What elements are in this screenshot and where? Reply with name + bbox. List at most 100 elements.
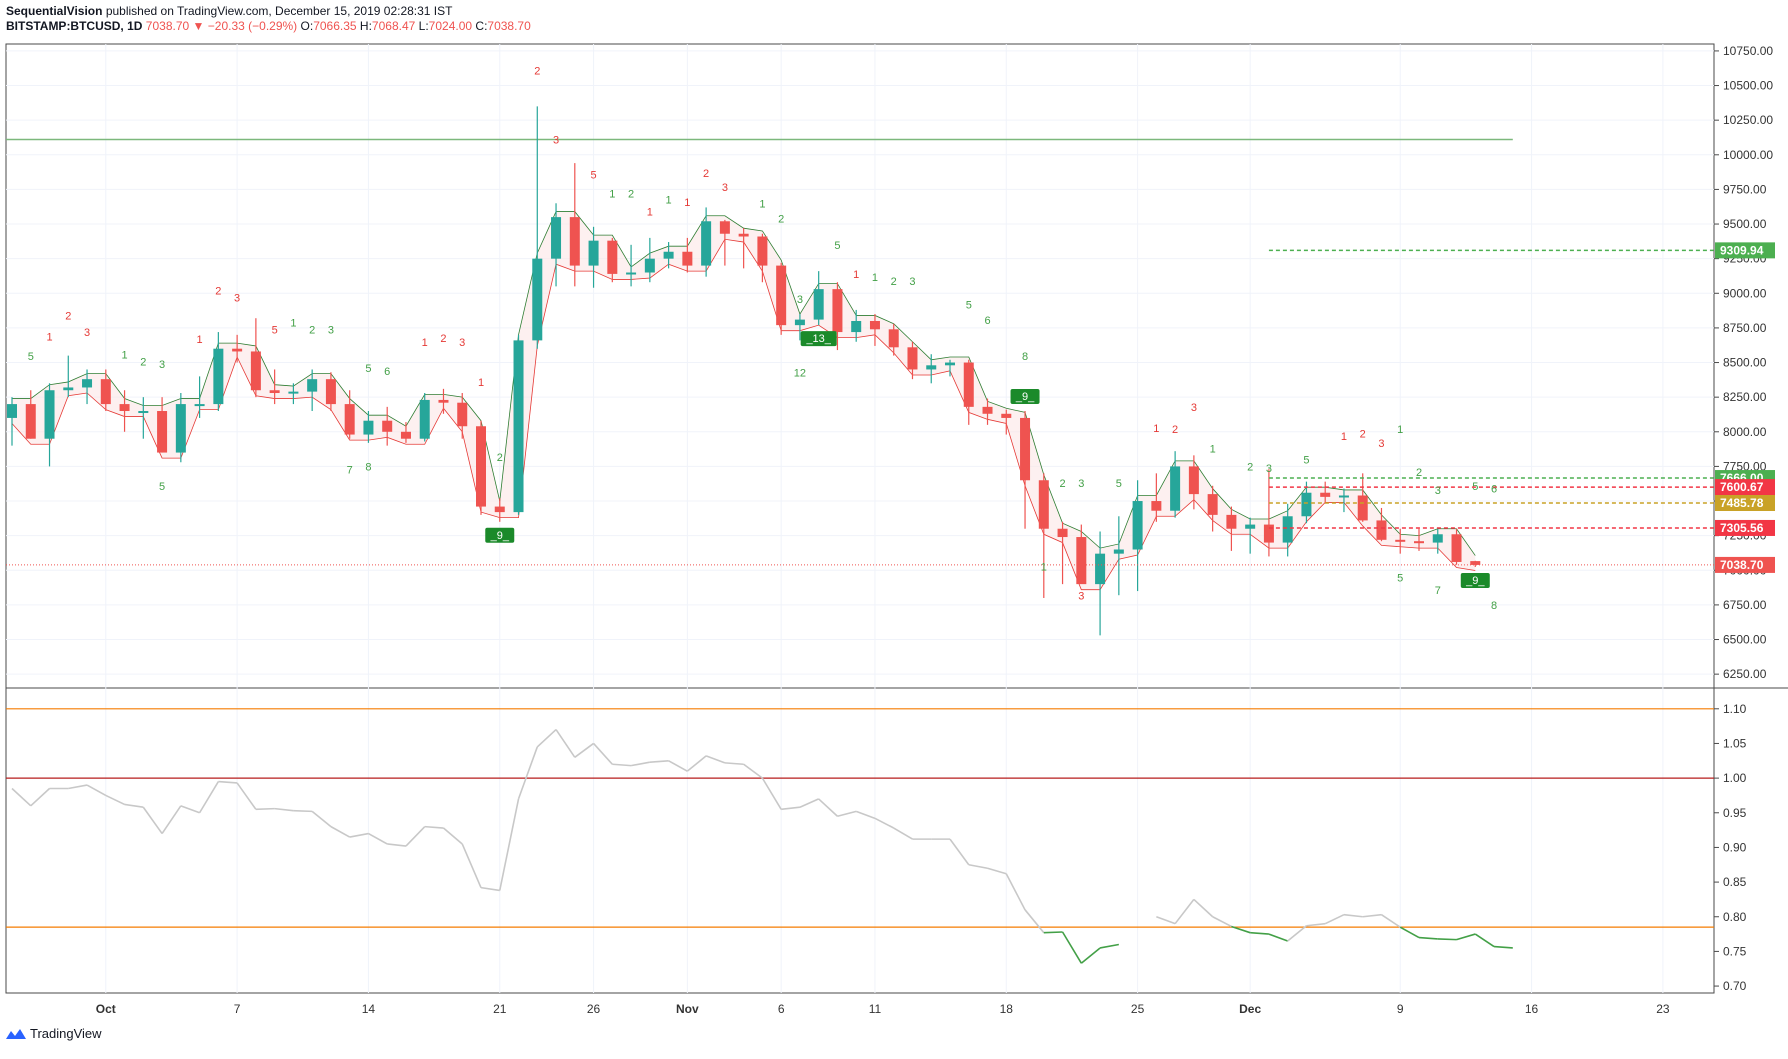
candle-body[interactable] (719, 221, 730, 234)
price-badge[interactable] (1715, 519, 1775, 536)
candle-body[interactable] (1113, 549, 1124, 554)
candle-body[interactable] (794, 319, 805, 326)
candle-body[interactable] (494, 506, 505, 513)
candle-body[interactable] (701, 221, 712, 266)
candle-body[interactable] (138, 411, 149, 414)
candle-body[interactable] (588, 240, 599, 266)
candle-body[interactable] (1132, 501, 1143, 550)
candle-body[interactable] (626, 272, 637, 275)
candle-body[interactable] (119, 404, 130, 412)
time-tick-label: 6 (778, 1002, 785, 1016)
signal-box[interactable] (485, 527, 515, 543)
candle-body[interactable] (1207, 494, 1218, 515)
candle-body[interactable] (1095, 553, 1106, 585)
candle-body[interactable] (1263, 524, 1274, 543)
candle-body[interactable] (438, 399, 449, 403)
candle-body[interactable] (363, 420, 374, 435)
candle-body[interactable] (569, 217, 580, 266)
candle-body[interactable] (1188, 466, 1199, 495)
candle-body[interactable] (82, 379, 93, 388)
count-label: 2 (309, 324, 315, 336)
price-badge[interactable] (1715, 242, 1775, 259)
candle-body[interactable] (607, 240, 618, 274)
price-badge[interactable] (1715, 556, 1775, 573)
candle-body[interactable] (1301, 492, 1312, 517)
candle-body[interactable] (213, 348, 224, 405)
candle-body[interactable] (344, 404, 355, 435)
candle-body[interactable] (1395, 539, 1406, 542)
candle-body[interactable] (269, 390, 280, 394)
price-badge[interactable] (1715, 479, 1775, 496)
candle-body[interactable] (250, 351, 261, 391)
candle-body[interactable] (157, 411, 168, 453)
candle-body[interactable] (963, 362, 974, 407)
count-label: 3 (84, 327, 90, 339)
count-label: 3 (722, 182, 728, 194)
candle-body[interactable] (776, 265, 787, 326)
symbol-label[interactable]: BITSTAMP:BTCUSD, 1D (6, 19, 143, 33)
candle-body[interactable] (419, 399, 430, 439)
candle-body[interactable] (945, 362, 955, 366)
candle-body[interactable] (1451, 534, 1462, 562)
candle-body[interactable] (1170, 466, 1181, 511)
candle-body[interactable] (194, 404, 205, 407)
candle-body[interactable] (888, 329, 899, 348)
candle-body[interactable] (100, 379, 111, 405)
candle-body[interactable] (644, 258, 655, 273)
candle-body[interactable] (982, 406, 993, 414)
candle-body[interactable] (25, 404, 36, 439)
candle-body[interactable] (869, 320, 880, 330)
candle-body[interactable] (832, 289, 843, 333)
osc-segment (1343, 913, 1363, 918)
candle-body[interactable] (1076, 537, 1087, 585)
candle-body[interactable] (382, 420, 393, 432)
price-tick-label: 8000.00 (1723, 425, 1767, 439)
candle-body[interactable] (44, 390, 55, 439)
candle-body[interactable] (325, 379, 336, 405)
candle-body[interactable] (400, 431, 411, 439)
footer-brand[interactable]: TradingView (6, 1026, 102, 1041)
candle-body[interactable] (307, 379, 318, 392)
candle-body[interactable] (851, 320, 862, 333)
candle-body[interactable] (551, 217, 562, 259)
candle-body[interactable] (175, 404, 186, 453)
candle-body[interactable] (288, 391, 299, 394)
candle-body[interactable] (1432, 534, 1443, 543)
candle-body[interactable] (513, 340, 524, 513)
signal-box[interactable] (1460, 572, 1490, 588)
candle-body[interactable] (1038, 480, 1049, 529)
count-label: 1 (1341, 431, 1347, 443)
candle-body[interactable] (738, 233, 749, 237)
candle-body[interactable] (926, 365, 937, 370)
candle-body[interactable] (1245, 524, 1256, 529)
candle-body[interactable] (1320, 492, 1331, 497)
candle-body[interactable] (1338, 495, 1349, 498)
osc-segment (1418, 936, 1438, 940)
candle-body[interactable] (1282, 516, 1293, 543)
candle-body[interactable] (1357, 495, 1368, 521)
signal-box[interactable] (800, 331, 837, 347)
candle-body[interactable] (907, 347, 918, 370)
candle-body[interactable] (663, 251, 674, 259)
publisher-name[interactable]: SequentialVision (6, 4, 103, 18)
candle-body[interactable] (63, 387, 74, 391)
candle-body[interactable] (532, 258, 543, 341)
candle-body[interactable] (476, 426, 486, 507)
candle-body[interactable] (1020, 417, 1031, 481)
candle-body[interactable] (1057, 528, 1068, 538)
candle-body[interactable] (757, 236, 768, 266)
candle-body[interactable] (682, 251, 693, 266)
candle-body[interactable] (1470, 561, 1481, 565)
price-badge[interactable] (1715, 495, 1775, 512)
signal-box[interactable] (1010, 389, 1040, 405)
candle-body[interactable] (7, 404, 17, 418)
candle-body[interactable] (1151, 501, 1162, 511)
candle-body[interactable] (1226, 514, 1237, 529)
candle-body[interactable] (1376, 520, 1387, 540)
candle-body[interactable] (232, 348, 243, 352)
candle-body[interactable] (813, 289, 824, 320)
candle-body[interactable] (1001, 413, 1012, 418)
candle-body[interactable] (1414, 541, 1424, 544)
candle-body[interactable] (457, 402, 468, 427)
